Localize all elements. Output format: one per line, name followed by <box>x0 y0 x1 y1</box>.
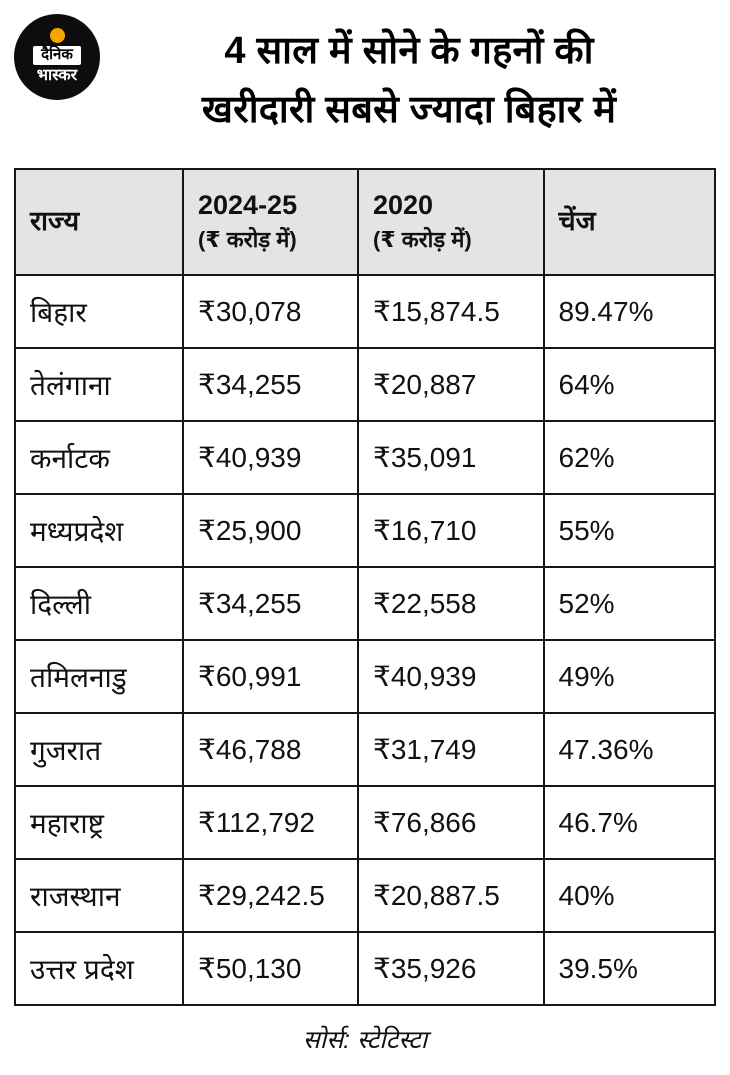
state-cell: उत्तर प्रदेश <box>14 931 184 1006</box>
value-2024-25-cell: ₹50,130 <box>182 931 359 1006</box>
value-2020-cell: ₹15,874.5 <box>357 274 545 349</box>
value-2020-cell: ₹76,866 <box>357 785 545 860</box>
change-cell: 64% <box>542 347 716 422</box>
state-cell: दिल्ली <box>14 566 184 641</box>
value-2020-cell: ₹20,887 <box>357 347 545 422</box>
value-2020-cell: ₹35,926 <box>357 931 545 1006</box>
table-row: उत्तर प्रदेश ₹50,130 ₹35,926 39.5% <box>14 931 716 1006</box>
table-row: तमिलनाडु ₹60,991 ₹40,939 49% <box>14 639 716 714</box>
value-2024-25-cell: ₹46,788 <box>182 712 359 787</box>
column-header-state: राज्य <box>14 168 184 276</box>
table-row: मध्यप्रदेश ₹25,900 ₹16,710 55% <box>14 493 716 568</box>
state-cell: मध्यप्रदेश <box>14 493 184 568</box>
value-2020-cell: ₹20,887.5 <box>357 858 545 933</box>
sun-icon <box>49 27 65 43</box>
change-cell: 52% <box>542 566 716 641</box>
change-cell: 46.7% <box>542 785 716 860</box>
state-cell: गुजरात <box>14 712 184 787</box>
value-2020-cell: ₹40,939 <box>357 639 545 714</box>
value-2020-cell: ₹31,749 <box>357 712 545 787</box>
logo-text-line1: दैनिक <box>33 45 81 65</box>
value-2024-25-cell: ₹112,792 <box>182 785 359 860</box>
value-2024-25-cell: ₹34,255 <box>182 347 359 422</box>
state-cell: तेलंगाना <box>14 347 184 422</box>
masthead: दैनिक भास्कर 4 साल में सोने के गहनों की … <box>0 0 730 168</box>
table-header-row: राज्य 2024-25 (₹ करोड़ में) 2020 (₹ करोड… <box>14 168 716 276</box>
change-cell: 89.47% <box>542 274 716 349</box>
table-row: दिल्ली ₹34,255 ₹22,558 52% <box>14 566 716 641</box>
table-row: तेलंगाना ₹34,255 ₹20,887 64% <box>14 347 716 422</box>
value-2024-25-cell: ₹25,900 <box>182 493 359 568</box>
table-row: गुजरात ₹46,788 ₹31,749 47.36% <box>14 712 716 787</box>
value-2024-25-cell: ₹30,078 <box>182 274 359 349</box>
value-2020-cell: ₹35,091 <box>357 420 545 495</box>
table-row: बिहार ₹30,078 ₹15,874.5 89.47% <box>14 274 716 349</box>
value-2020-cell: ₹22,558 <box>357 566 545 641</box>
title-line-1: 4 साल में सोने के गहनों की <box>224 30 594 72</box>
title-line-2: खरीदारी सबसे ज्यादा बिहार में <box>201 88 617 131</box>
value-2020-cell: ₹16,710 <box>357 493 545 568</box>
gold-purchase-table: राज्य 2024-25 (₹ करोड़ में) 2020 (₹ करोड… <box>14 168 716 1006</box>
state-cell: तमिलनाडु <box>14 639 184 714</box>
state-cell: कर्नाटक <box>14 420 184 495</box>
state-cell: राजस्थान <box>14 858 184 933</box>
page-title: 4 साल में सोने के गहनों की खरीदारी सबसे … <box>100 14 718 140</box>
value-2024-25-cell: ₹60,991 <box>182 639 359 714</box>
value-2024-25-cell: ₹40,939 <box>182 420 359 495</box>
state-cell: बिहार <box>14 274 184 349</box>
change-cell: 62% <box>542 420 716 495</box>
state-cell: महाराष्ट्र <box>14 785 184 860</box>
change-cell: 55% <box>542 493 716 568</box>
dainik-bhaskar-logo: दैनिक भास्कर <box>14 14 100 100</box>
logo-text-line2: भास्कर <box>36 66 78 84</box>
change-cell: 47.36% <box>542 712 716 787</box>
column-header-change: चेंज <box>542 168 716 276</box>
table-row: राजस्थान ₹29,242.5 ₹20,887.5 40% <box>14 858 716 933</box>
source-credit: सोर्स: स्टेटिस्टा <box>302 1026 428 1054</box>
change-cell: 49% <box>542 639 716 714</box>
change-cell: 39.5% <box>542 931 716 1006</box>
change-cell: 40% <box>542 858 716 933</box>
column-header-2020: 2020 (₹ करोड़ में) <box>357 168 545 276</box>
value-2024-25-cell: ₹29,242.5 <box>182 858 359 933</box>
column-header-2024-25: 2024-25 (₹ करोड़ में) <box>182 168 359 276</box>
table-row: महाराष्ट्र ₹112,792 ₹76,866 46.7% <box>14 785 716 860</box>
value-2024-25-cell: ₹34,255 <box>182 566 359 641</box>
table-row: कर्नाटक ₹40,939 ₹35,091 62% <box>14 420 716 495</box>
